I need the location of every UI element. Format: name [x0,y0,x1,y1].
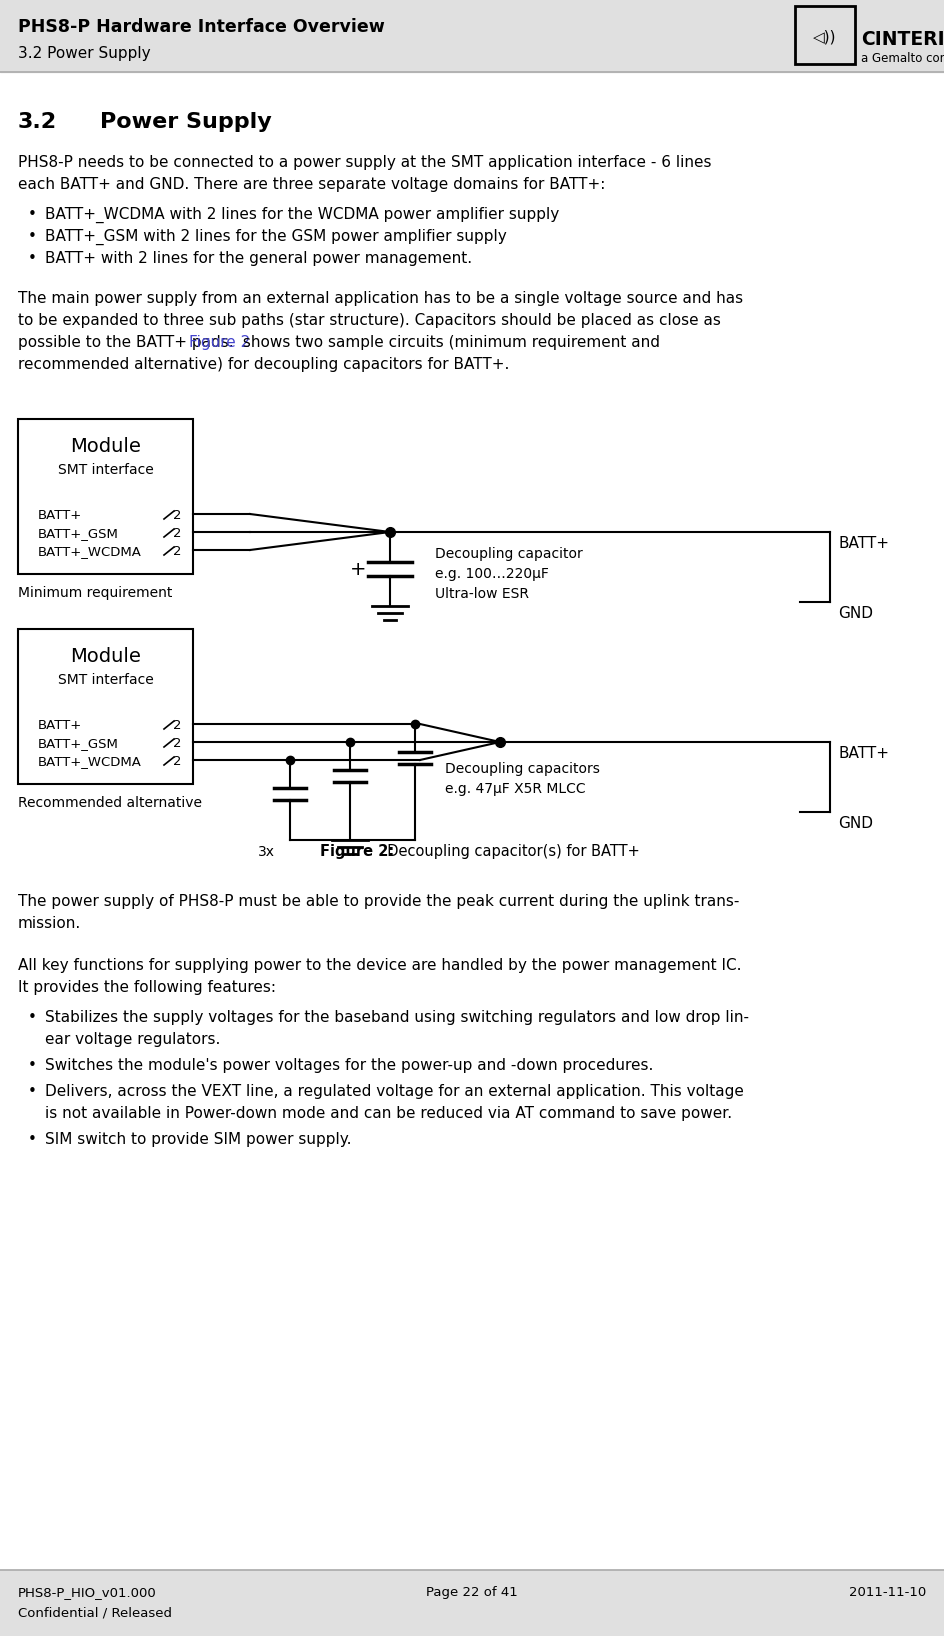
Text: It provides the following features:: It provides the following features: [18,980,276,995]
Text: ear voltage regulators.: ear voltage regulators. [45,1032,220,1047]
Text: e.g. 100…220µF: e.g. 100…220µF [435,568,548,581]
Bar [795,7,855,64]
Text: Figure 2: Figure 2 [189,335,250,350]
Text: Module: Module [70,437,141,456]
Text: Decoupling capacitors: Decoupling capacitors [445,762,599,775]
Text: Decoupling capacitor: Decoupling capacitor [435,546,582,561]
Text: •: • [28,208,37,222]
Text: GND: GND [838,605,873,622]
Text: SMT interface: SMT interface [58,463,153,478]
Text: each BATT+ and GND. There are three separate voltage domains for BATT+:: each BATT+ and GND. There are three sepa… [18,177,605,191]
Text: •: • [28,1132,37,1147]
Text: BATT+_GSM with 2 lines for the GSM power amplifier supply: BATT+_GSM with 2 lines for the GSM power… [45,229,507,245]
Text: The power supply of PHS8-P must be able to provide the peak current during the u: The power supply of PHS8-P must be able … [18,893,739,910]
Bar [0,1571,944,1636]
Text: 2: 2 [173,545,181,558]
Text: 3.2 Power Supply: 3.2 Power Supply [18,46,151,61]
Text: a Gemalto company: a Gemalto company [861,52,944,65]
Text: Power Supply: Power Supply [100,111,272,133]
Text: PHS8-P Hardware Interface Overview: PHS8-P Hardware Interface Overview [18,18,385,36]
Text: Decoupling capacitor(s) for BATT+: Decoupling capacitor(s) for BATT+ [379,844,640,859]
Text: +: + [349,560,366,579]
Text: Delivers, across the VEXT line, a regulated voltage for an external application.: Delivers, across the VEXT line, a regula… [45,1085,744,1099]
Text: •: • [28,1085,37,1099]
Text: recommended alternative) for decoupling capacitors for BATT+.: recommended alternative) for decoupling … [18,357,510,371]
Text: 3x: 3x [258,846,275,859]
Text: 2: 2 [173,509,181,522]
Text: BATT+: BATT+ [38,718,82,731]
Text: mission.: mission. [18,916,81,931]
Text: BATT+_GSM: BATT+_GSM [38,736,119,749]
Text: 2: 2 [173,718,181,731]
Text: BATT+: BATT+ [38,509,82,522]
Text: 2: 2 [173,754,181,767]
Text: Minimum requirement: Minimum requirement [18,586,173,600]
Text: BATT+_WCDMA: BATT+_WCDMA [38,545,142,558]
Text: BATT+ with 2 lines for the general power management.: BATT+ with 2 lines for the general power… [45,250,472,267]
Text: 2: 2 [173,527,181,540]
Text: 2: 2 [173,736,181,749]
Text: SIM switch to provide SIM power supply.: SIM switch to provide SIM power supply. [45,1132,351,1147]
Text: BATT+_GSM: BATT+_GSM [38,527,119,540]
Text: •: • [28,250,37,267]
Text: shows two sample circuits (minimum requirement and: shows two sample circuits (minimum requi… [238,335,660,350]
Text: CINTERION: CINTERION [861,29,944,49]
Text: •: • [28,1058,37,1073]
Text: Stabilizes the supply voltages for the baseband using switching regulators and l: Stabilizes the supply voltages for the b… [45,1009,749,1026]
Text: •: • [28,1009,37,1026]
Bar [18,628,193,784]
Text: PHS8-P_HIO_v01.000: PHS8-P_HIO_v01.000 [18,1585,157,1598]
Text: GND: GND [838,816,873,831]
Text: e.g. 47µF X5R MLCC: e.g. 47µF X5R MLCC [445,782,585,797]
Text: to be expanded to three sub paths (star structure). Capacitors should be placed : to be expanded to three sub paths (star … [18,312,721,327]
Text: Figure 2:: Figure 2: [320,844,395,859]
Text: Module: Module [70,646,141,666]
Text: Recommended alternative: Recommended alternative [18,797,202,810]
Text: Ultra-low ESR: Ultra-low ESR [435,587,529,600]
Bar [18,419,193,574]
Text: BATT+_WCDMA: BATT+_WCDMA [38,754,142,767]
Text: Page 22 of 41: Page 22 of 41 [426,1585,518,1598]
Text: ◁)): ◁)) [813,29,836,44]
Bar [0,0,944,72]
Text: The main power supply from an external application has to be a single voltage so: The main power supply from an external a… [18,291,743,306]
Text: All key functions for supplying power to the device are handled by the power man: All key functions for supplying power to… [18,959,741,973]
Text: •: • [28,229,37,244]
Text: SMT interface: SMT interface [58,672,153,687]
Text: BATT+: BATT+ [838,746,889,761]
Text: is not available in Power-down mode and can be reduced via AT command to save po: is not available in Power-down mode and … [45,1106,733,1121]
Text: BATT+_WCDMA with 2 lines for the WCDMA power amplifier supply: BATT+_WCDMA with 2 lines for the WCDMA p… [45,208,559,222]
Text: PHS8-P needs to be connected to a power supply at the SMT application interface : PHS8-P needs to be connected to a power … [18,155,712,170]
Text: Confidential / Released: Confidential / Released [18,1607,172,1620]
Text: Switches the module's power voltages for the power-up and -down procedures.: Switches the module's power voltages for… [45,1058,653,1073]
Text: 2011-11-10: 2011-11-10 [849,1585,926,1598]
Text: possible to the BATT+ pads.: possible to the BATT+ pads. [18,335,239,350]
Text: 3.2: 3.2 [18,111,58,133]
Text: BATT+: BATT+ [838,537,889,551]
